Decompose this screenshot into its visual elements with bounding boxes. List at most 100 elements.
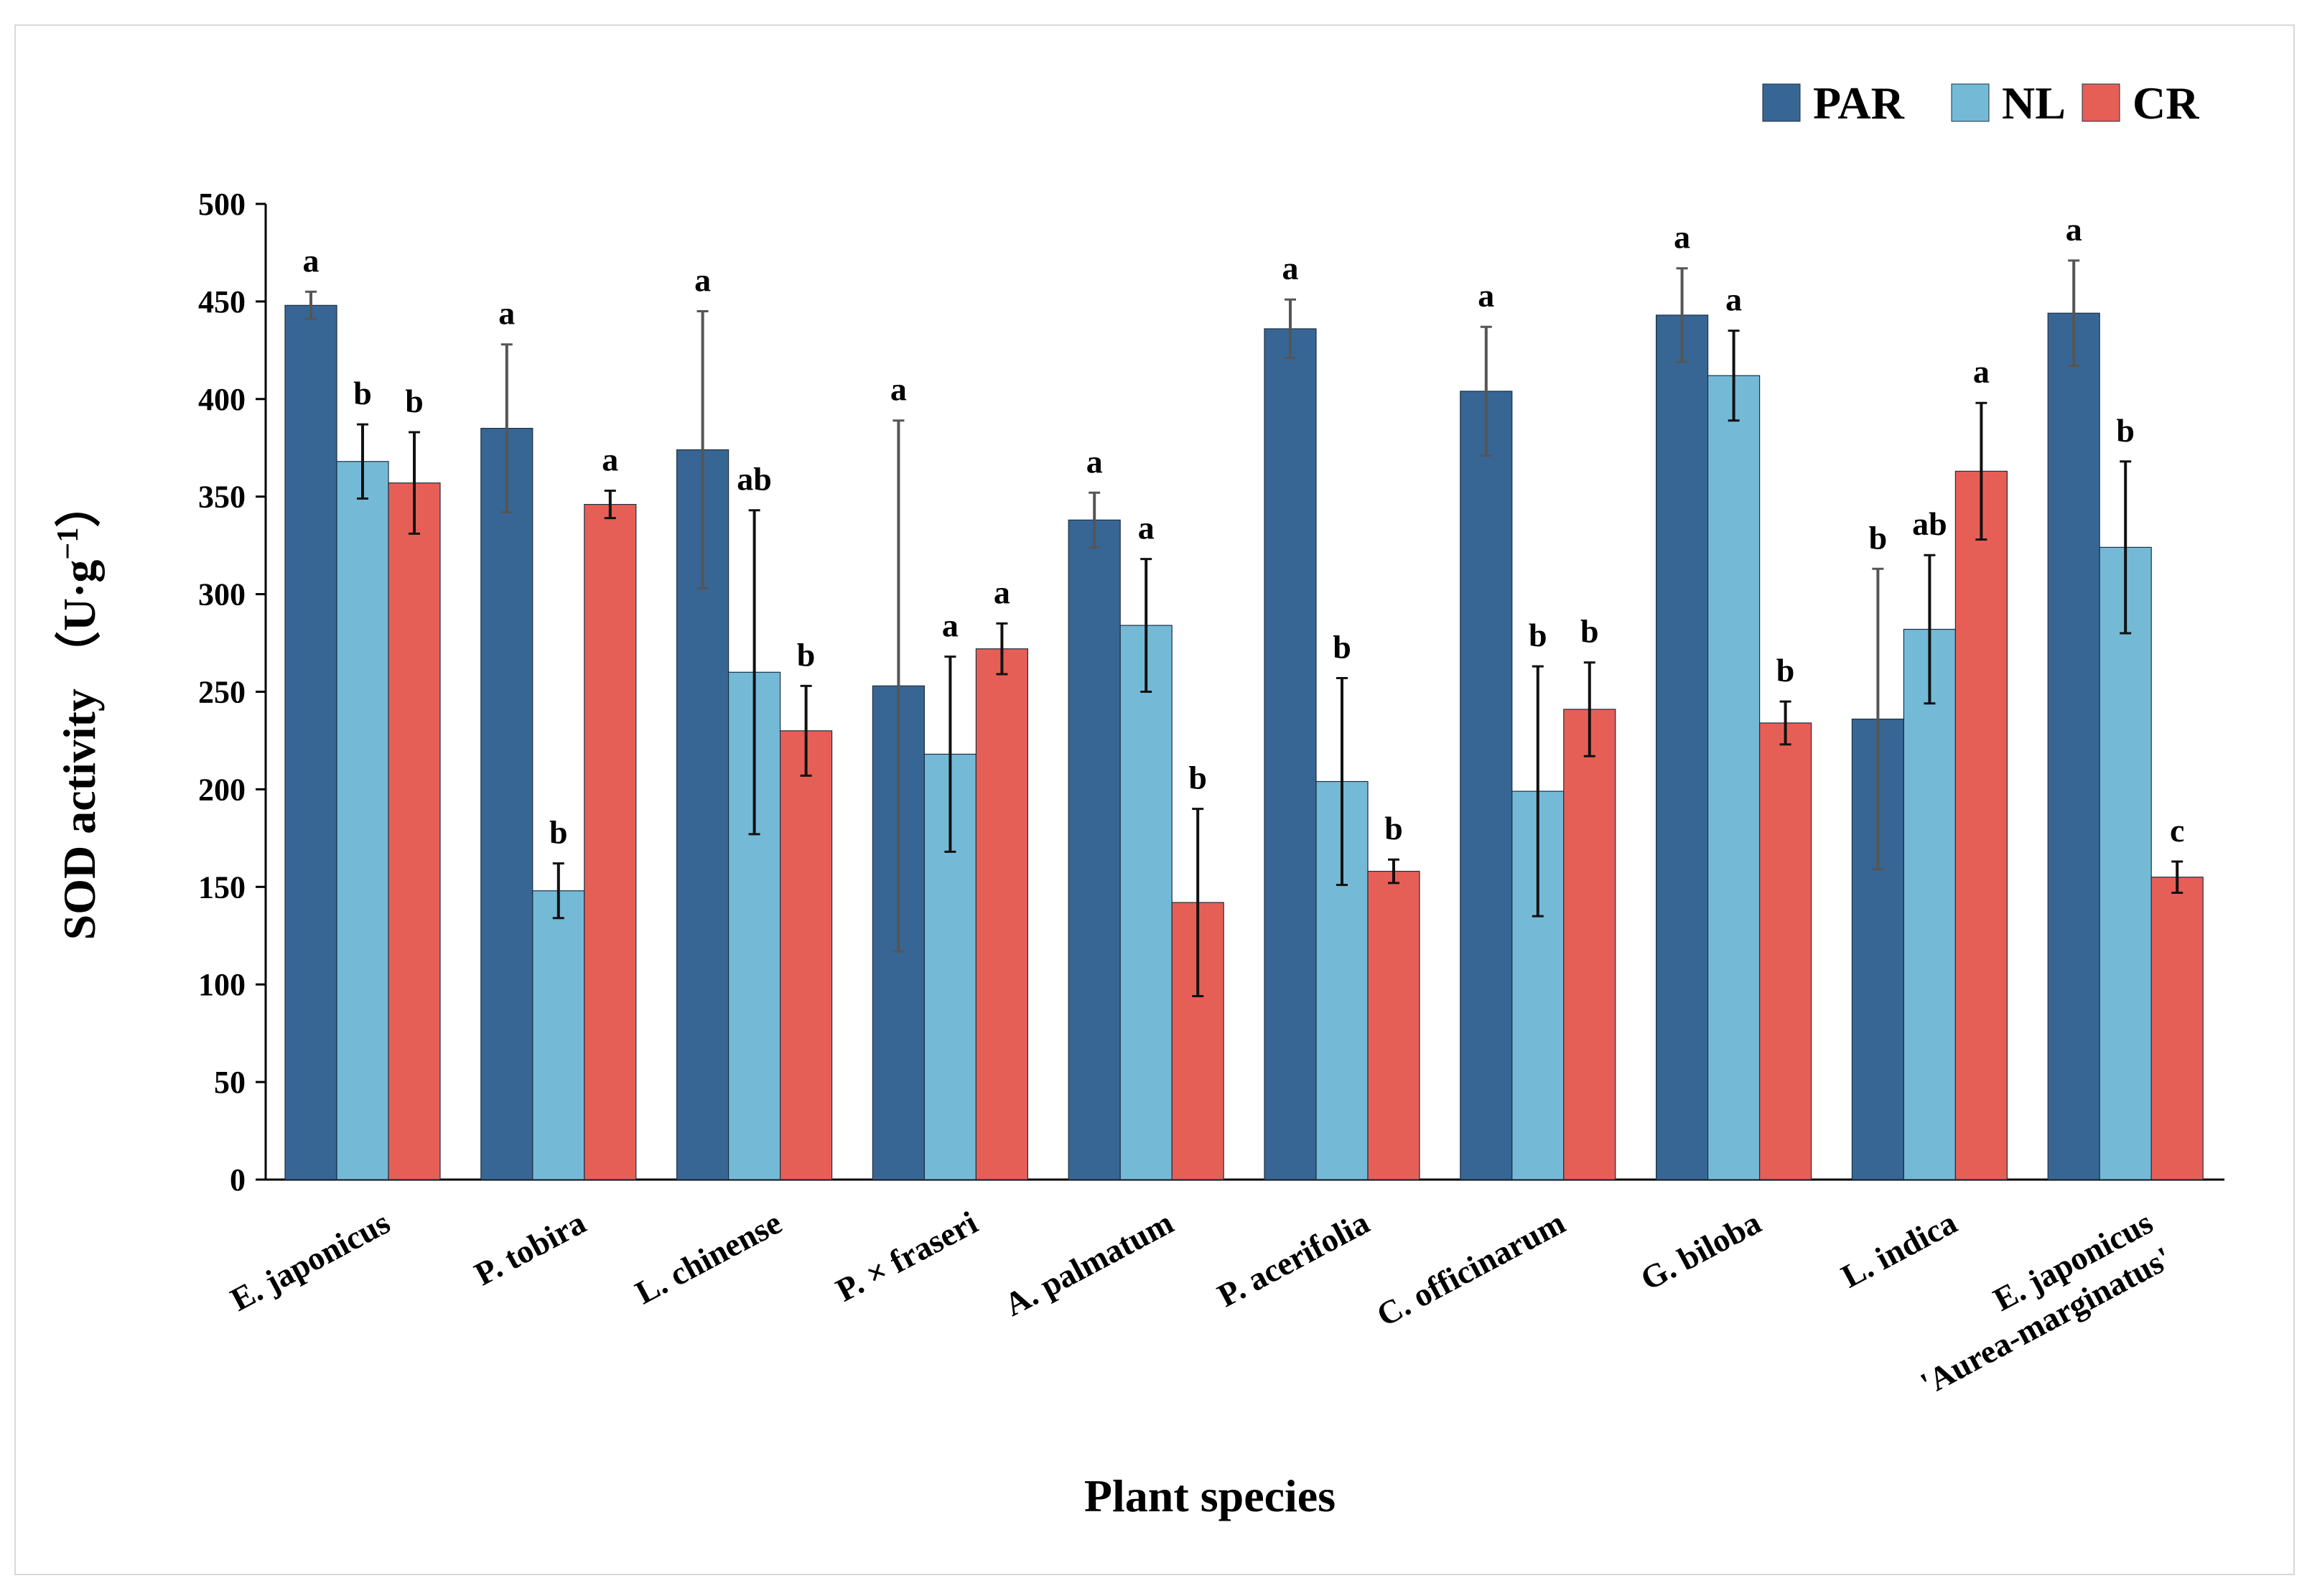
bar-par	[284, 304, 337, 1180]
bar-par	[2047, 312, 2100, 1180]
significance-letter: a	[1138, 510, 1155, 546]
bar-nl	[336, 461, 389, 1180]
y-tick-label: 100	[198, 967, 246, 1002]
bar-cr	[975, 648, 1029, 1180]
category-label: E. japonicus	[225, 1204, 396, 1318]
significance-letter: a	[942, 607, 959, 644]
x-axis-title: Plant species	[1084, 1470, 1336, 1521]
significance-letter: a	[1973, 353, 1990, 390]
bar-nl	[532, 890, 585, 1180]
y-tick-label: 200	[198, 772, 246, 807]
y-axis-title-main: SOD activity （U·g	[54, 560, 105, 941]
y-axis-title: SOD activity （U·g−1）	[52, 482, 105, 941]
y-tick-label: 150	[198, 869, 246, 905]
bar-nl	[1707, 375, 1761, 1180]
significance-letter: b	[353, 375, 372, 411]
legend-swatch-nl	[1951, 83, 1990, 122]
significance-letter: a	[303, 242, 320, 279]
bar-par	[1068, 519, 1121, 1180]
category-label-line: A. palmatum	[998, 1204, 1179, 1323]
y-tick-label: 350	[198, 480, 246, 515]
category-label: C. officinarum	[1371, 1204, 1571, 1334]
category-labels-layer: E. japonicus P. tobira L. chinense P. × fra…	[225, 1204, 2178, 1403]
y-tick-label: 250	[198, 675, 246, 710]
significance-letter: a	[1478, 277, 1494, 314]
significance-letter: a	[2066, 211, 2082, 248]
y-tick-label: 500	[198, 187, 246, 222]
bar-cr	[2150, 877, 2204, 1180]
bar-cr	[584, 503, 637, 1180]
category-label-line: P. acerifolia	[1211, 1204, 1375, 1314]
bar-nl	[1903, 628, 1956, 1180]
significance-letter: a	[602, 442, 618, 478]
significance-letter: b	[1776, 652, 1795, 689]
y-axis-title-superscript: −1	[52, 528, 85, 560]
bar-cr	[388, 482, 441, 1180]
error-bars-layer	[305, 259, 2184, 998]
significance-letter: b	[1580, 613, 1599, 650]
bar-cr	[1563, 709, 1616, 1180]
legend-swatch-par	[1762, 83, 1801, 122]
category-label: A. palmatum	[998, 1204, 1179, 1323]
legend-label-par: PAR	[1813, 78, 1905, 129]
significance-letter: a	[994, 574, 1010, 610]
significance-letter: a	[1086, 443, 1103, 480]
significance-letter: ab	[737, 461, 772, 498]
bar-par	[480, 427, 533, 1180]
bar-par	[1264, 328, 1317, 1180]
legend-swatch-cr	[2082, 83, 2120, 122]
significance-letter: b	[1188, 760, 1207, 796]
tick-labels-layer: 0 50 100 150 200 250 300 350 400 450 500	[198, 187, 246, 1198]
significance-letter: a	[1282, 250, 1299, 286]
significance-letter: b	[797, 636, 816, 673]
significance-letter: c	[2170, 812, 2184, 849]
significance-letter: a	[1674, 219, 1690, 256]
category-label: L. indica	[1835, 1204, 1962, 1295]
bar-cr	[779, 730, 833, 1180]
significance-letter: a	[694, 261, 711, 298]
legend-label-nl: NL	[2002, 78, 2066, 129]
category-label: L. chinense	[629, 1204, 787, 1311]
bar-nl	[2099, 546, 2152, 1180]
significance-letter: a	[498, 295, 515, 332]
figure-frame	[14, 24, 2295, 1575]
category-label-line: L. chinense	[629, 1204, 787, 1311]
significance-letter: b	[1333, 628, 1351, 665]
category-label-line: P. × fraseri	[830, 1204, 984, 1309]
significance-letter: b	[1384, 810, 1403, 846]
significance-letter: ab	[1912, 505, 1947, 542]
category-label: P. acerifolia	[1211, 1204, 1375, 1314]
y-axis-title-end: ）	[54, 482, 105, 528]
category-label-line: C. officinarum	[1371, 1204, 1571, 1334]
significance-letter: b	[1529, 617, 1547, 653]
significance-letter: b	[405, 383, 424, 419]
bar-cr	[1954, 470, 2008, 1180]
category-label-line: L. indica	[1835, 1204, 1962, 1295]
bar-cr	[1759, 722, 1812, 1180]
significance-letter: a	[1725, 281, 1742, 318]
significance-letter: a	[890, 371, 907, 408]
bar-par	[1656, 314, 1709, 1180]
bar-nl	[1119, 625, 1173, 1180]
y-tick-label: 300	[198, 577, 246, 612]
y-tick-label: 0	[230, 1162, 246, 1198]
category-label-line: G. biloba	[1634, 1204, 1766, 1297]
legend: PAR NL CR	[1762, 78, 2199, 129]
significance-letter: b	[2116, 412, 2135, 449]
category-label: P. tobira	[469, 1204, 592, 1292]
y-tick-label: 450	[198, 284, 246, 319]
bar-cr	[1367, 870, 1420, 1180]
legend-label-cr: CR	[2133, 78, 2199, 129]
category-label: P. × fraseri	[830, 1204, 984, 1309]
category-label: G. biloba	[1634, 1204, 1766, 1297]
significance-letter: b	[1869, 519, 1888, 556]
bars-layer	[284, 304, 2204, 1180]
significance-letter: b	[549, 814, 568, 851]
bar-par	[1460, 391, 1513, 1180]
y-tick-label: 400	[198, 382, 246, 417]
category-label-line: E. japonicus	[225, 1204, 396, 1318]
y-tick-label: 50	[214, 1065, 246, 1100]
category-label-line: P. tobira	[469, 1204, 592, 1292]
